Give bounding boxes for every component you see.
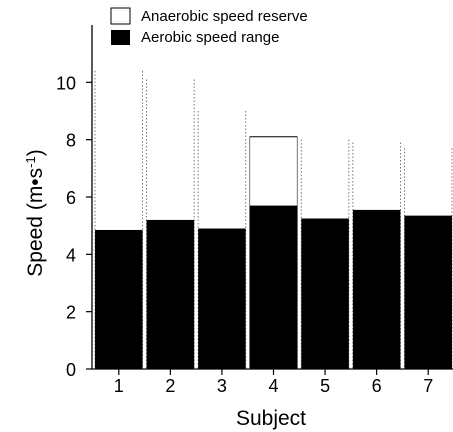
y-tick-label: 10 <box>56 73 76 93</box>
y-tick-label: 6 <box>66 188 76 208</box>
x-tick-label: 6 <box>372 376 382 396</box>
y-axis-title-superscript: -1 <box>23 156 38 168</box>
y-axis: 0 2 4 6 8 10 <box>56 73 92 380</box>
y-tick-label: 8 <box>66 131 76 151</box>
x-tick-label: 7 <box>423 376 433 396</box>
y-tick-label: 2 <box>66 303 76 323</box>
x-tick-label: 4 <box>268 376 278 396</box>
x-axis-title: Subject <box>236 407 306 430</box>
legend-swatch-aerobic <box>111 30 130 45</box>
x-tick-label: 1 <box>114 376 124 396</box>
legend: Anaerobic speed reserve Aerobic speed ra… <box>110 7 308 46</box>
bar-anaerobic-reserve <box>94 70 144 369</box>
x-axis: 1 2 3 4 5 6 7 <box>114 369 433 396</box>
bars <box>94 70 453 369</box>
y-axis-title-main: Speed (m•s <box>24 168 47 277</box>
bar-aerobic-range <box>301 218 349 369</box>
bar-aerobic-range <box>352 209 401 369</box>
legend-label-aerobic: Aerobic speed range <box>141 29 279 46</box>
x-tick-label: 2 <box>165 376 175 396</box>
bar-aerobic-range <box>404 215 452 369</box>
legend-label-anaerobic: Anaerobic speed reserve <box>141 8 308 25</box>
y-axis-title-close: ) <box>24 149 47 156</box>
bar-aerobic-range <box>95 229 143 369</box>
x-tick-label: 3 <box>217 376 227 396</box>
y-axis-title: Speed (m•s-1) <box>23 149 48 276</box>
bar-aerobic-range <box>198 228 246 369</box>
legend-swatch-anaerobic <box>110 7 131 25</box>
x-tick-label: 5 <box>320 376 330 396</box>
y-tick-label: 0 <box>66 360 76 380</box>
bar-aerobic-range <box>146 219 195 369</box>
bar-aerobic-range <box>249 205 298 369</box>
y-tick-label: 4 <box>66 245 76 265</box>
